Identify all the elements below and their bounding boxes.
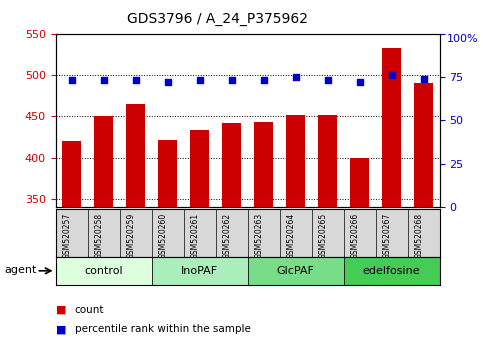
Bar xyxy=(350,158,369,207)
Text: control: control xyxy=(84,266,123,276)
Bar xyxy=(152,257,248,285)
Bar xyxy=(254,122,273,207)
Bar xyxy=(56,257,152,285)
Text: GDS3796 / A_24_P375962: GDS3796 / A_24_P375962 xyxy=(127,12,308,27)
Point xyxy=(420,76,427,81)
Text: 100%: 100% xyxy=(447,34,479,44)
Point xyxy=(196,78,203,83)
Bar xyxy=(126,104,145,207)
Bar xyxy=(222,123,241,207)
Bar xyxy=(62,141,81,207)
Text: GSM520267: GSM520267 xyxy=(383,213,392,259)
Point xyxy=(355,79,363,85)
Text: GlcPAF: GlcPAF xyxy=(277,266,314,276)
Point xyxy=(132,78,140,83)
Bar xyxy=(318,115,337,207)
Text: edelfosine: edelfosine xyxy=(363,266,420,276)
Text: agent: agent xyxy=(5,265,37,275)
Bar xyxy=(190,130,209,207)
Text: ■: ■ xyxy=(56,305,66,315)
Point xyxy=(388,73,396,78)
Point xyxy=(292,74,299,80)
Point xyxy=(227,78,235,83)
Text: count: count xyxy=(75,305,104,315)
Point xyxy=(324,78,331,83)
Bar xyxy=(94,116,113,207)
Text: GSM520260: GSM520260 xyxy=(158,213,168,259)
Text: GSM520261: GSM520261 xyxy=(190,213,199,259)
Text: InoPAF: InoPAF xyxy=(181,266,218,276)
Point xyxy=(68,78,75,83)
Point xyxy=(260,78,268,83)
Text: GSM520262: GSM520262 xyxy=(223,213,231,259)
Point xyxy=(99,78,107,83)
Text: GSM520257: GSM520257 xyxy=(62,213,71,259)
Bar xyxy=(286,115,305,207)
Bar xyxy=(414,83,433,207)
Text: GSM520264: GSM520264 xyxy=(286,213,296,259)
Text: GSM520258: GSM520258 xyxy=(95,213,103,259)
Text: GSM520259: GSM520259 xyxy=(127,213,136,259)
Text: GSM520265: GSM520265 xyxy=(318,213,327,259)
Bar xyxy=(382,48,401,207)
Text: GSM520263: GSM520263 xyxy=(255,213,264,259)
Text: GSM520266: GSM520266 xyxy=(351,213,359,259)
Bar xyxy=(158,140,177,207)
Bar xyxy=(343,257,440,285)
Text: percentile rank within the sample: percentile rank within the sample xyxy=(75,324,251,334)
Text: GSM520268: GSM520268 xyxy=(414,213,424,259)
Bar xyxy=(248,257,343,285)
Text: ■: ■ xyxy=(56,324,66,334)
Point xyxy=(164,79,171,85)
